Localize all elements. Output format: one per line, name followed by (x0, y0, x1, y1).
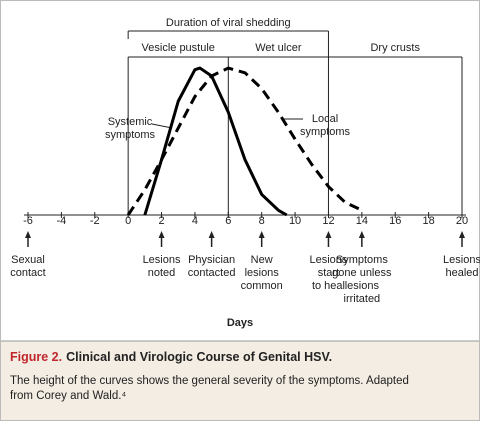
event-label: lesions (245, 267, 280, 279)
x-tick-label: 16 (389, 215, 401, 227)
x-tick-label: 14 (356, 215, 368, 227)
x-tick-label: 4 (192, 215, 198, 227)
event-arrowhead (25, 231, 31, 238)
curve-annotation: symptoms (105, 129, 156, 141)
event-arrowhead (459, 231, 465, 238)
shedding-label: Duration of viral shedding (166, 17, 291, 29)
event-label: Lesions (443, 254, 480, 266)
event-label: contact (10, 267, 45, 279)
event-label: New (251, 254, 273, 266)
event-label: common (241, 280, 283, 292)
x-tick-label: 6 (225, 215, 231, 227)
curve-annotation: Local (312, 113, 338, 125)
systemic-leader (151, 123, 173, 129)
event-label: start (318, 267, 339, 279)
caption-title: Figure 2. Clinical and Virologic Course o… (10, 350, 332, 364)
event-label: Lesions (143, 254, 181, 266)
event-label: contacted (188, 267, 236, 279)
event-label: Lesions (310, 254, 348, 266)
event-label: Symptoms (336, 254, 388, 266)
event-arrowhead (358, 231, 365, 238)
event-label: irritated (344, 293, 381, 305)
x-tick-label: 10 (289, 215, 301, 227)
caption-heading: Clinical and Virologic Course of Genital… (66, 350, 332, 364)
phase-label: Wet ulcer (255, 42, 302, 54)
figure-number: Figure 2. (10, 350, 62, 364)
event-label: Sexual (11, 254, 45, 266)
event-label: healed (445, 267, 478, 279)
phase-label: Vesicle pustule (142, 42, 215, 54)
curve-annotation: Systemic (108, 116, 153, 128)
event-label: Physician (188, 254, 235, 266)
phase-label: Dry crusts (370, 42, 420, 54)
curve-annotation: symptoms (300, 126, 351, 138)
x-tick-label: 12 (322, 215, 334, 227)
caption-line: from Corey and Wald.⁴ (10, 390, 126, 402)
x-tick-label: 0 (125, 215, 131, 227)
event-arrowhead (325, 231, 332, 238)
event-label: lesions (345, 280, 380, 292)
event-arrowhead (258, 231, 265, 238)
shedding-label-bg (160, 16, 297, 30)
x-tick-label: 8 (259, 215, 265, 227)
event-arrowhead (208, 231, 215, 238)
event-arrowhead (158, 231, 165, 238)
event-label: gone unless (332, 267, 392, 279)
x-tick-label: 18 (422, 215, 434, 227)
event-label: noted (148, 267, 176, 279)
caption-line: The height of the curves shows the gener… (10, 375, 409, 387)
event-label: to heal (312, 280, 345, 292)
x-tick-label: -6 (23, 215, 33, 227)
x-tick-label: 20 (456, 215, 468, 227)
x-tick-label: -2 (90, 215, 100, 227)
x-axis-label: Days (227, 317, 253, 329)
caption-panel (1, 341, 479, 420)
x-tick-label: 2 (158, 215, 164, 227)
curve (126, 66, 363, 216)
x-tick-label: -4 (56, 215, 66, 227)
